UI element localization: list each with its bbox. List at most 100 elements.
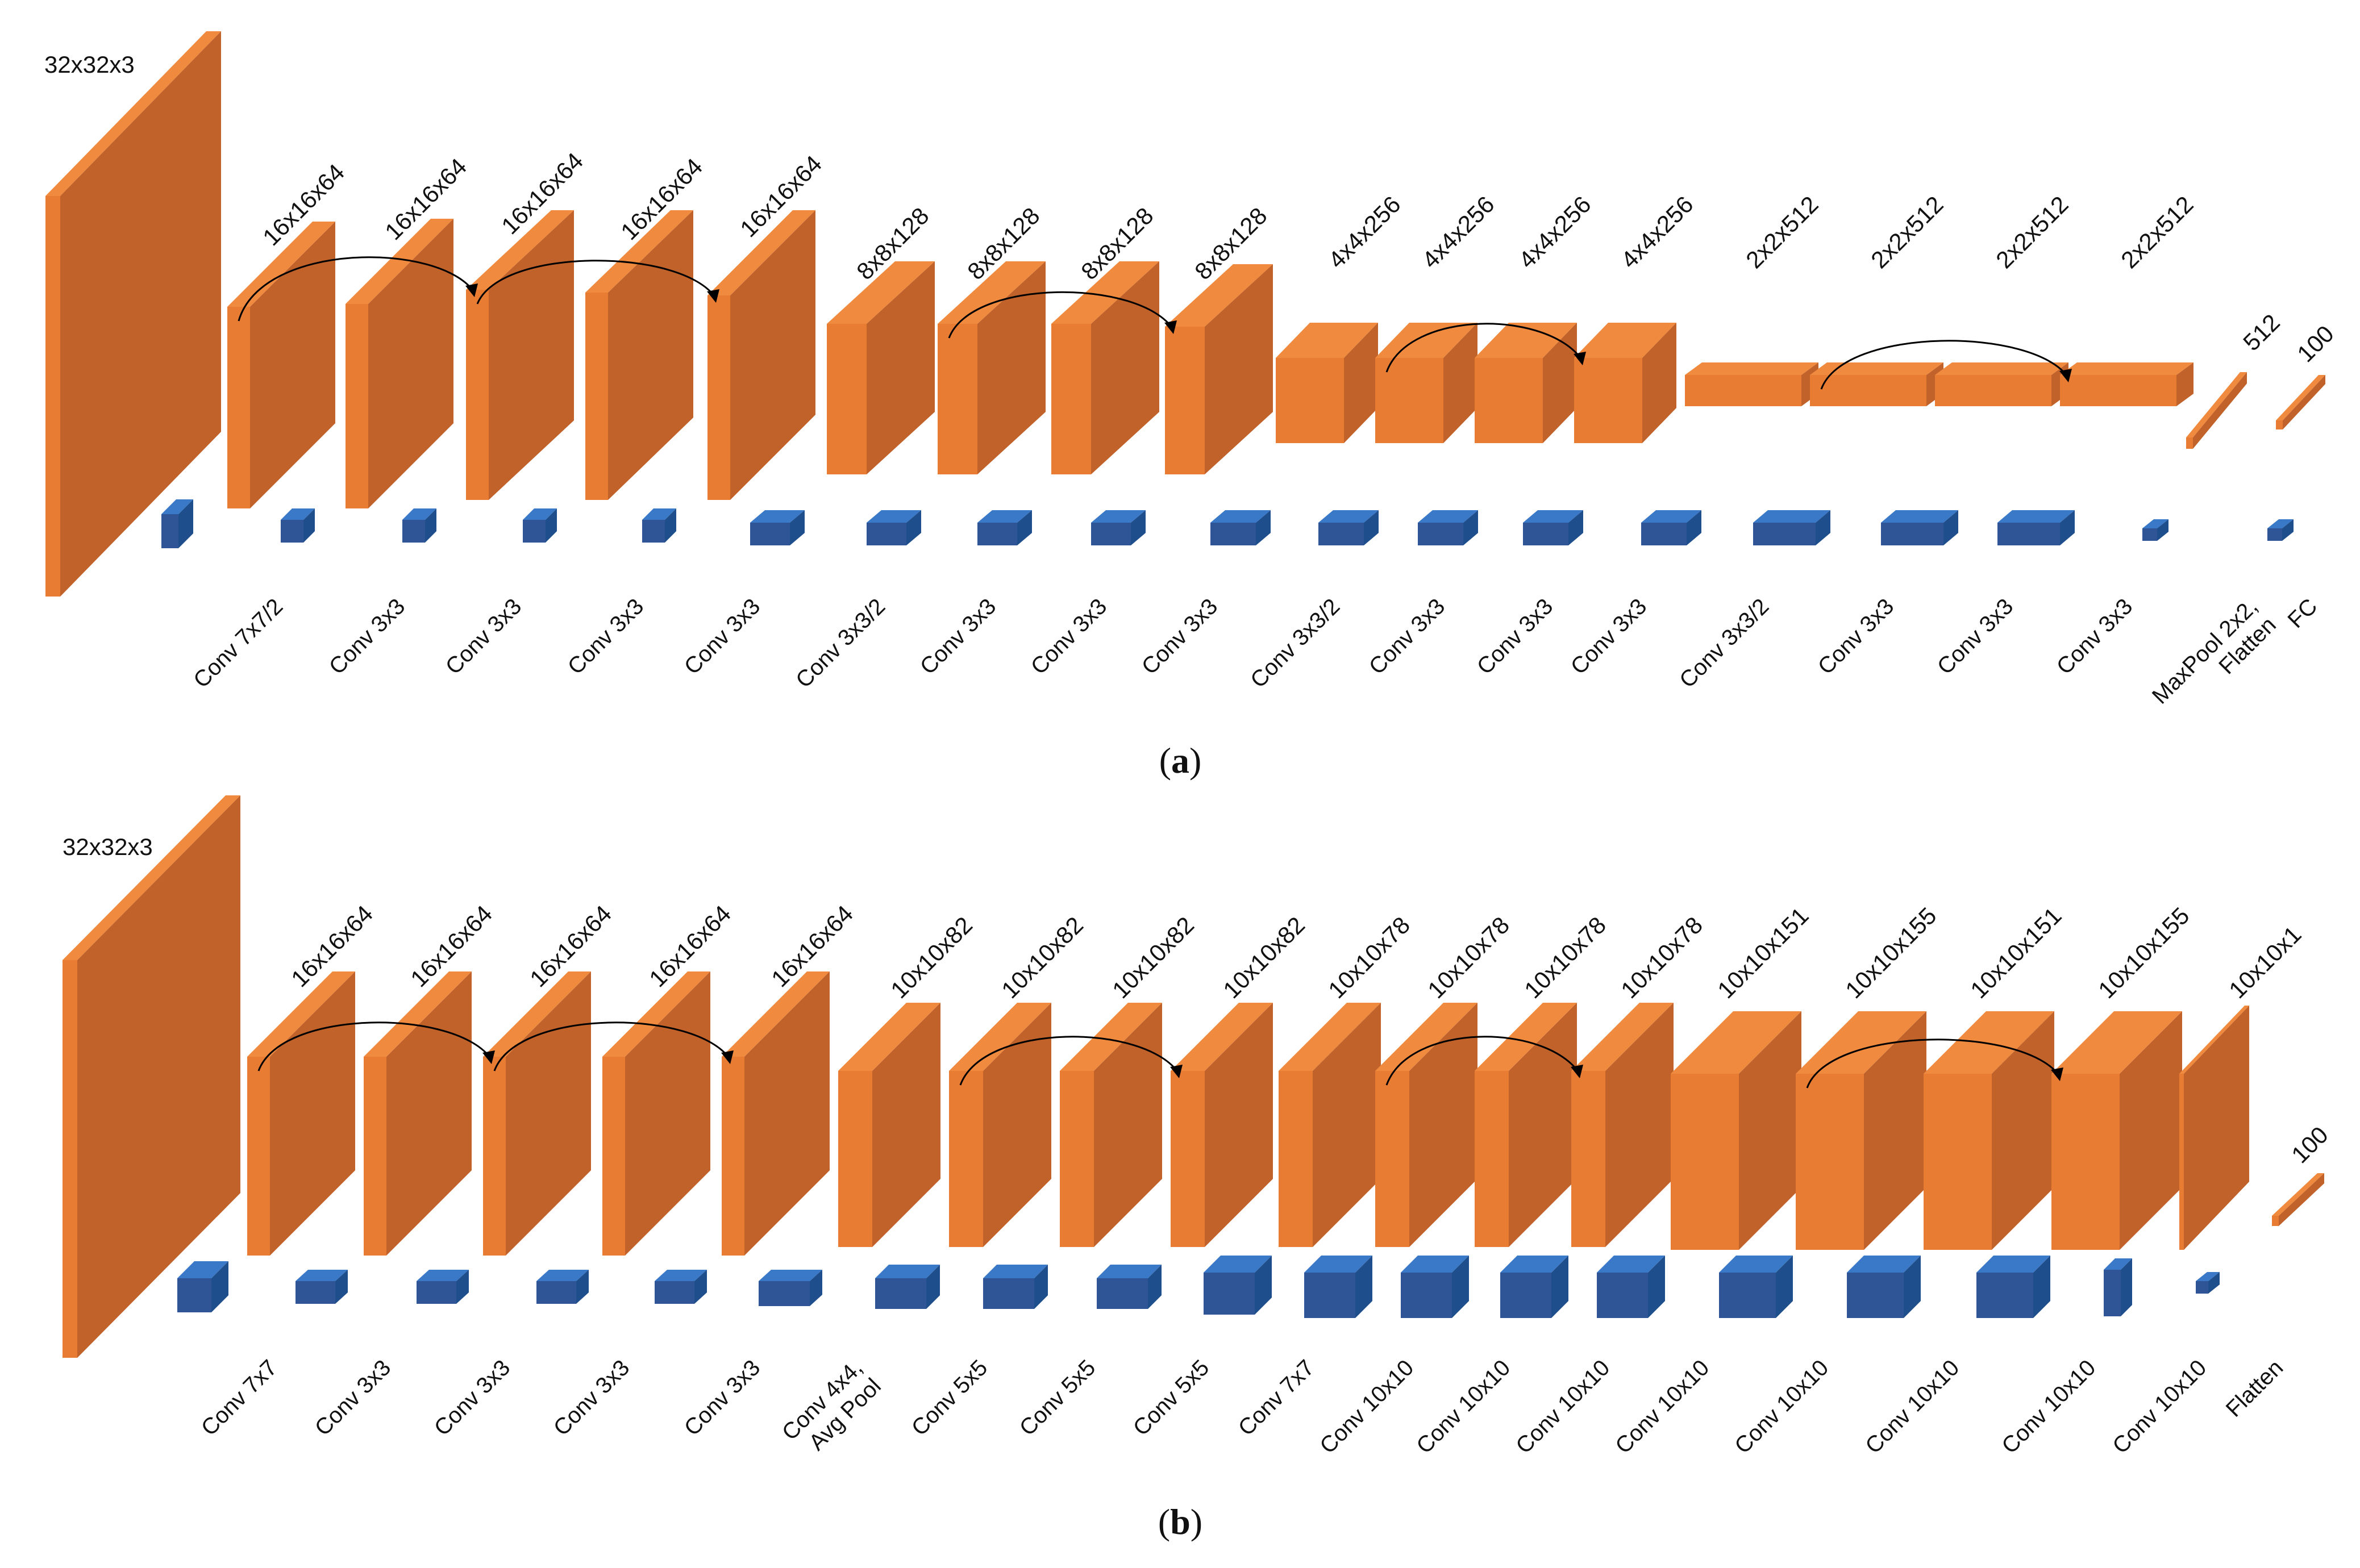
arrowhead (707, 289, 719, 303)
layer-block-top-face (1051, 261, 1159, 324)
layer-block-front-face (949, 1071, 983, 1247)
layer-block-top-face (247, 971, 355, 1057)
op-label: MaxPool 2x2,Flatten (2147, 594, 2281, 727)
layer-block-side-face (2176, 362, 2193, 406)
layer-block (346, 219, 453, 508)
arrowhead (1574, 352, 1586, 365)
layer-block-side-face (1864, 1011, 1926, 1250)
kernel-block-side-face (2157, 519, 2168, 541)
layer-block-top-face (827, 261, 935, 324)
kernel-block-front-face (1500, 1273, 1551, 1318)
layer-dim-label: 10x10x151 (1965, 902, 2067, 1004)
kernel-block (281, 508, 315, 543)
layer-block (1671, 1011, 1801, 1250)
kernel-block-top-face (759, 1270, 822, 1281)
kernel-block-side-face (2208, 1272, 2220, 1294)
kernel-block-side-face (790, 510, 805, 545)
layer-dim-label: 10x10x78 (1519, 911, 1611, 1003)
kernel-block-side-face (1463, 510, 1478, 545)
arrowhead (1571, 1065, 1583, 1078)
layer-block-front-face (2179, 1074, 2184, 1250)
layer-dim-label: 4x4x256 (1513, 191, 1596, 274)
layer-block-front-face (1171, 1071, 1205, 1247)
kernel-block-front-face (1418, 523, 1463, 545)
kernel-block-front-face (1719, 1273, 1776, 1318)
layer-block-side-face (1205, 1003, 1273, 1247)
kernel-block (1847, 1256, 1921, 1318)
kernel-block-top-face (1401, 1256, 1469, 1273)
layer-block (227, 222, 335, 508)
layer-block-side-face (270, 971, 355, 1256)
kernel-block-top-face (1881, 510, 1958, 523)
layer-block (1810, 362, 1943, 406)
kernel-block-top-face (750, 510, 805, 523)
op-label: Conv 10x10 (1860, 1355, 1964, 1458)
op-label: Conv 3x3 (1364, 594, 1450, 679)
layer-block-front-face (1060, 1071, 1094, 1247)
kernel-block-top-face (983, 1265, 1048, 1278)
op-label: Conv 7x7 (1234, 1355, 1320, 1441)
op-label: FC (2283, 594, 2322, 633)
kernel-block (523, 508, 557, 543)
kernel-block-top-face (1500, 1256, 1568, 1273)
op-label: Conv 3x3 (680, 1355, 765, 1441)
kernel-block (2196, 1272, 2220, 1294)
layer-block (1796, 1011, 1926, 1250)
kernel-block-side-face (2060, 510, 2075, 545)
layer-block (707, 210, 815, 500)
op-label: Conv 3x3 (1566, 594, 1652, 679)
op-label: Conv 10x10 (1610, 1355, 1714, 1458)
kernel-block-top-face (1091, 510, 1146, 523)
layer-block (1574, 323, 1676, 443)
kernel-block-top-face (1641, 510, 1701, 523)
kernel-block-side-face (576, 1270, 589, 1304)
kernel-block-top-face (295, 1270, 348, 1281)
layer-block-front-face (722, 1057, 744, 1256)
kernel-block-front-face (983, 1278, 1034, 1309)
kernel-block (1719, 1256, 1793, 1318)
layer-dim-label: 10x10x155 (2093, 902, 2195, 1004)
kernel-block-front-face (1881, 523, 1943, 545)
layer-block-side-face (250, 222, 335, 508)
op-label: Conv 3x3 (430, 1355, 515, 1441)
kernel-block-front-face (1641, 523, 1687, 545)
layer-block-front-face (1375, 358, 1443, 443)
kernel-block-side-face (1904, 1256, 1921, 1318)
layer-block-top-face (1935, 362, 2068, 375)
op-label: Conv 10x10 (1730, 1355, 1833, 1458)
layer-dim-label: 32x32x3 (44, 51, 135, 78)
op-label: Conv 4x4,Avg Pool (777, 1355, 886, 1463)
layer-block-side-face (2279, 1173, 2324, 1226)
kernel-block-side-face (546, 508, 557, 543)
kernel-block (402, 508, 436, 543)
layer-block-side-face (608, 210, 693, 500)
kernel-block (983, 1265, 1048, 1309)
layer-dim-label: 10x10x151 (1712, 902, 1814, 1004)
layer-block (1924, 1011, 2054, 1250)
kernel-block-front-face (1210, 523, 1256, 545)
kernel-block (1210, 510, 1271, 545)
kernel-block-side-face (1943, 510, 1958, 545)
kernel-block-front-face (417, 1281, 456, 1304)
kernel-block-top-face (1204, 1256, 1272, 1273)
kernel-block-side-face (1355, 1256, 1372, 1318)
kernel-block-side-face (1568, 510, 1583, 545)
layer-block (722, 971, 830, 1256)
layer-dim-label: 10x10x82 (1218, 911, 1310, 1003)
kernel-block-front-face (875, 1278, 926, 1309)
layer-block-top-face (1375, 1003, 1477, 1071)
layer-block-front-face (602, 1057, 625, 1256)
kernel-block-front-face (177, 1278, 211, 1312)
layer-block (1051, 261, 1159, 474)
layer-block-side-face (983, 1003, 1051, 1247)
kernel-block-front-face (1523, 523, 1568, 545)
layer-block (1475, 323, 1577, 443)
layer-block-side-face (1992, 1011, 2054, 1250)
layer-block-front-face (1685, 375, 1801, 406)
layer-block (466, 210, 574, 500)
layer-block-front-face (1571, 1071, 1605, 1247)
op-label: Conv 3x3 (563, 594, 649, 679)
caption: (b) (1158, 1502, 1202, 1542)
layer-block (1571, 1003, 1674, 1247)
kernel-block (642, 508, 676, 543)
